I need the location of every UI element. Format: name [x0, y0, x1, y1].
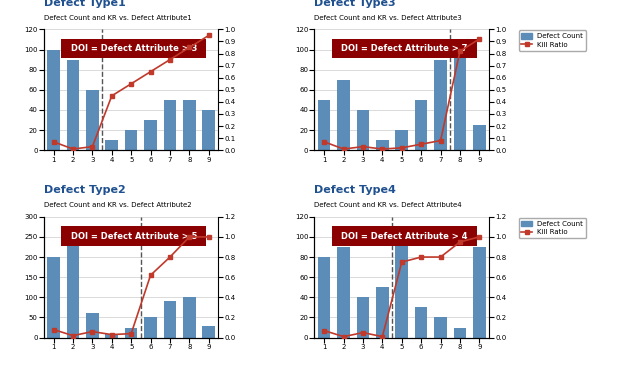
Text: Defect Count and KR vs. Defect Attribute3: Defect Count and KR vs. Defect Attribute… — [315, 15, 462, 21]
Text: DOI = Defect Attribute > 5: DOI = Defect Attribute > 5 — [71, 232, 197, 241]
Bar — [337, 80, 350, 150]
Bar — [47, 257, 60, 338]
Bar — [66, 59, 79, 150]
Bar — [357, 110, 369, 150]
Text: Defect Type4: Defect Type4 — [315, 185, 396, 195]
Bar — [164, 301, 176, 338]
Legend: Defect Count, Kill Ratio: Defect Count, Kill Ratio — [519, 218, 586, 238]
Bar — [144, 317, 157, 338]
Text: Defect Count and KR vs. Defect Attribute2: Defect Count and KR vs. Defect Attribute… — [44, 202, 191, 208]
Text: Defect Type2: Defect Type2 — [44, 185, 125, 195]
Bar — [357, 297, 369, 338]
Bar — [183, 100, 196, 150]
Bar — [396, 237, 408, 338]
FancyBboxPatch shape — [332, 39, 477, 58]
Bar — [203, 326, 215, 338]
Text: Defect Type1: Defect Type1 — [44, 0, 125, 8]
Bar — [164, 100, 176, 150]
Bar — [473, 125, 486, 150]
Text: DOI = Defect Attribute > 7: DOI = Defect Attribute > 7 — [341, 44, 468, 53]
Bar — [47, 50, 60, 150]
Bar — [125, 328, 137, 338]
Bar — [203, 110, 215, 150]
Text: Defect Count and KR vs. Defect Attribute1: Defect Count and KR vs. Defect Attribute… — [44, 15, 192, 21]
Bar — [415, 100, 428, 150]
Bar — [86, 90, 98, 150]
Text: Defect Count and KR vs. Defect Attribute4: Defect Count and KR vs. Defect Attribute… — [315, 202, 462, 208]
Bar — [376, 287, 389, 338]
Bar — [454, 328, 466, 338]
Bar — [105, 140, 118, 150]
Text: Defect Type3: Defect Type3 — [315, 0, 396, 8]
FancyBboxPatch shape — [61, 39, 206, 58]
Bar — [183, 297, 196, 338]
Bar — [435, 59, 447, 150]
Bar — [415, 308, 428, 338]
Bar — [105, 334, 118, 338]
Text: DOI = Defect Attribute > 3: DOI = Defect Attribute > 3 — [71, 44, 197, 53]
Bar — [144, 120, 157, 150]
Bar — [435, 317, 447, 338]
Bar — [125, 130, 137, 150]
FancyBboxPatch shape — [332, 226, 477, 246]
Legend: Defect Count, Kill Ratio: Defect Count, Kill Ratio — [519, 30, 586, 51]
Text: DOI = Defect Attribute > 4: DOI = Defect Attribute > 4 — [341, 232, 468, 241]
Bar — [66, 237, 79, 338]
Bar — [396, 130, 408, 150]
Bar — [376, 140, 389, 150]
Bar — [318, 100, 330, 150]
Bar — [454, 50, 466, 150]
Bar — [86, 313, 98, 338]
Bar — [318, 257, 330, 338]
FancyBboxPatch shape — [61, 226, 206, 246]
Bar — [337, 247, 350, 338]
Bar — [473, 247, 486, 338]
